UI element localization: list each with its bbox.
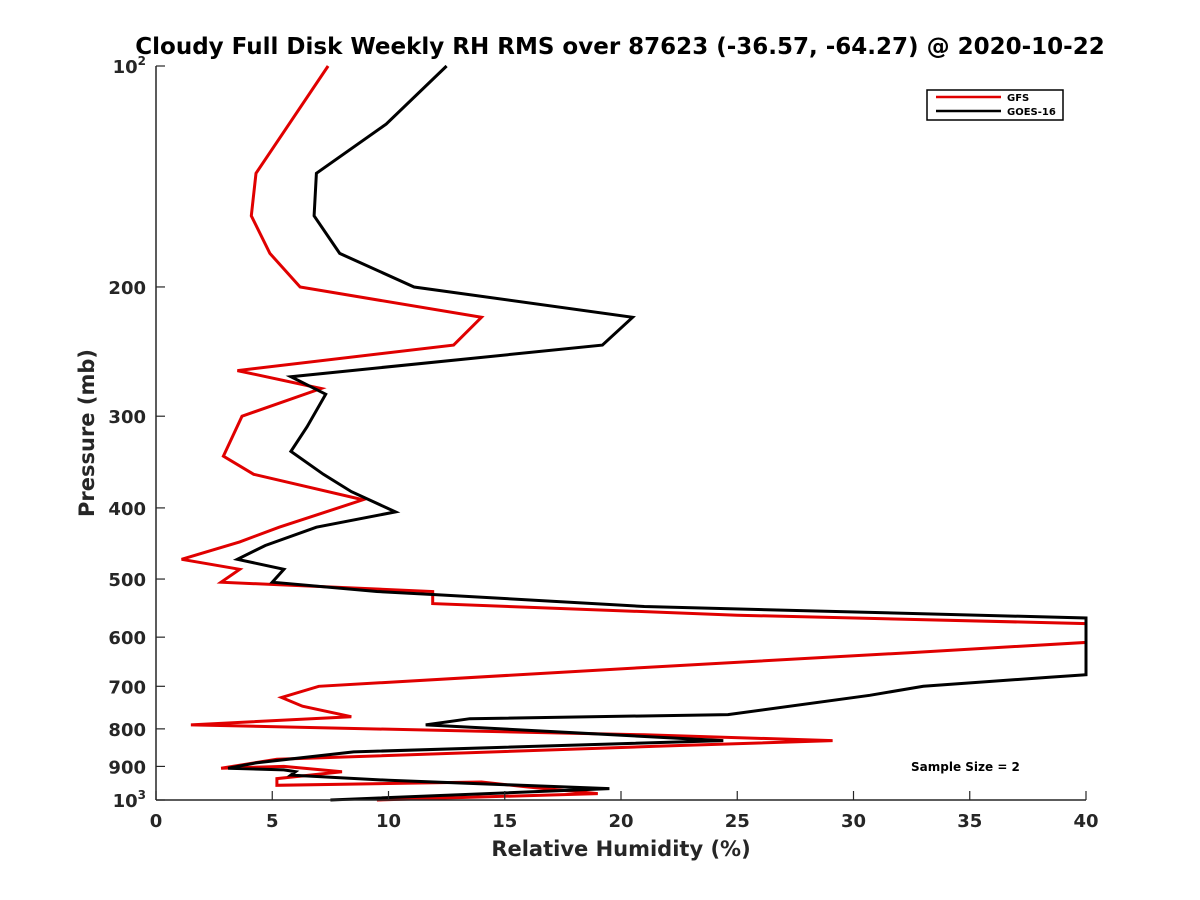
- y-tick-label: 400: [108, 499, 146, 520]
- x-tick-label: 40: [1073, 811, 1098, 832]
- x-axis-label: Relative Humidity (%): [491, 837, 750, 861]
- y-tick-label: 200: [108, 278, 146, 299]
- plot-background: [156, 66, 1086, 800]
- y-tick-label: 700: [108, 677, 146, 698]
- y-tick-label: 102: [113, 54, 146, 78]
- series-layer: [181, 64, 1088, 802]
- sample-size-annotation: Sample Size = 2: [911, 760, 1020, 774]
- y-tick-label: 103: [113, 788, 146, 812]
- x-tick-label: 10: [376, 811, 401, 832]
- y-tick-label: 900: [108, 757, 146, 778]
- x-tick-label: 35: [957, 811, 982, 832]
- x-tick-label: 30: [841, 811, 866, 832]
- legend-label-gfs: GFS: [1007, 93, 1029, 104]
- x-tick-label: 20: [608, 811, 633, 832]
- series-line-goes-16: [227, 64, 1088, 802]
- x-axis-ticks: 0 5 10 15 20 25 30 35 40: [150, 791, 1099, 832]
- plot-area: 0 5 10 15 20 25 30 35 40 102 200 300 400 500 600 700 80…: [108, 54, 1098, 832]
- x-tick-label: 25: [725, 811, 750, 832]
- x-tick-label: 15: [492, 811, 517, 832]
- legend-box: [926, 89, 1064, 121]
- y-tick-label: 500: [108, 570, 146, 591]
- x-tick-label: 0: [150, 811, 163, 832]
- y-axis-label: Pressure (mb): [75, 349, 99, 517]
- y-axis-ticks: 102 200 300 400 500 600 700 800 900 103: [108, 54, 165, 812]
- y-tick-label: 600: [108, 628, 146, 649]
- legend-label-goes-16: GOES-16: [1007, 107, 1056, 118]
- legend: GFS GOES-16: [926, 89, 1064, 121]
- x-tick-label: 5: [266, 811, 279, 832]
- chart-title: Cloudy Full Disk Weekly RH RMS over 8762…: [135, 34, 1104, 60]
- y-tick-label: 800: [108, 720, 146, 741]
- y-tick-label: 300: [108, 407, 146, 428]
